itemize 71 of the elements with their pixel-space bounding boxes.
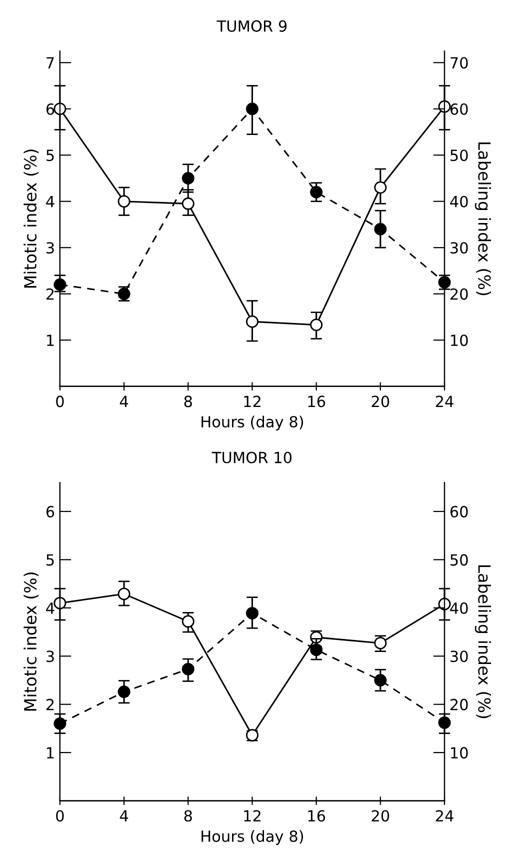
- point: [310, 318, 323, 332]
- y-axis-title: Mitotic index (%): [24, 572, 39, 711]
- x-axis-title: Hours (day 8): [202, 416, 304, 431]
- x-tick-label: 0: [56, 396, 64, 408]
- point: [310, 644, 323, 656]
- point: [118, 686, 130, 698]
- x-tick-label: 16: [308, 810, 326, 822]
- y2-axis-title: Labeling index (%): [474, 142, 492, 296]
- y2-axis-title: Labeling index (%): [474, 565, 492, 718]
- point: [246, 102, 258, 116]
- x-tick-label: 12: [244, 396, 260, 407]
- y-tick-label: 1: [47, 747, 54, 758]
- y2-tick-label: 20: [450, 288, 468, 300]
- y2-tick-label: 60: [450, 103, 468, 115]
- point: [182, 172, 194, 184]
- point: [374, 636, 387, 650]
- point: [246, 606, 258, 620]
- point: [54, 278, 66, 291]
- point: [374, 222, 387, 236]
- x-tick-label: 0: [56, 810, 64, 822]
- y-tick-label: 6: [46, 506, 54, 518]
- chart-title: TUMOR 10: [212, 452, 292, 464]
- y-tick-label: 2: [46, 288, 54, 300]
- point: [54, 596, 66, 610]
- y-tick-label: 4: [46, 196, 54, 208]
- y2-tick-label: 20: [450, 698, 468, 710]
- y2-tick-label: 30: [450, 650, 468, 662]
- point: [54, 717, 66, 730]
- point: [310, 186, 323, 198]
- x-axis-title: Hours (day 8): [202, 830, 304, 845]
- y2-tick-label: 50: [450, 554, 468, 566]
- y-tick-label: 5: [46, 150, 54, 162]
- x-tick-label: 4: [120, 396, 128, 407]
- x-tick-label: 8: [184, 810, 192, 822]
- y2-tick-label: 70: [450, 57, 468, 69]
- y-tick-label: 6: [46, 103, 54, 115]
- x-tick-label: 24: [436, 396, 454, 407]
- point: [54, 102, 66, 116]
- x-tick-label: 8: [184, 396, 192, 408]
- point: [182, 662, 194, 676]
- y2-tick-label: 60: [450, 506, 468, 518]
- x-tick-label: 24: [436, 810, 454, 822]
- point: [118, 195, 130, 208]
- y2-tick-label: 40: [450, 196, 468, 208]
- x-tick-label: 20: [372, 396, 390, 408]
- point: [246, 315, 258, 328]
- y-tick-label: 3: [46, 242, 54, 254]
- y2-tick-label: 50: [450, 150, 468, 162]
- y-tick-label: 1: [47, 334, 54, 346]
- point: [374, 181, 387, 194]
- y2-tick-label: 40: [450, 602, 468, 614]
- y-tick-label: 7: [46, 57, 54, 68]
- y-tick-label: 2: [46, 698, 54, 710]
- y2-tick-label: 10: [451, 334, 468, 346]
- y2-tick-label: 30: [450, 242, 468, 254]
- x-tick-label: 20: [372, 810, 390, 822]
- y2-tick-label: 10: [451, 747, 468, 759]
- y-tick-label: 4: [46, 602, 54, 614]
- y-tick-label: 5: [46, 554, 54, 566]
- chart-title: TUMOR 9: [216, 20, 287, 32]
- point: [182, 615, 194, 628]
- y-tick-label: 3: [46, 650, 54, 662]
- x-tick-label: 16: [308, 396, 326, 408]
- point: [438, 276, 451, 289]
- x-tick-label: 12: [244, 810, 260, 822]
- point: [438, 716, 451, 729]
- x-tick-label: 4: [120, 810, 128, 822]
- point: [118, 588, 130, 600]
- y-axis-title: Mitotic index (%): [24, 150, 39, 288]
- point: [374, 674, 387, 686]
- point: [182, 197, 194, 210]
